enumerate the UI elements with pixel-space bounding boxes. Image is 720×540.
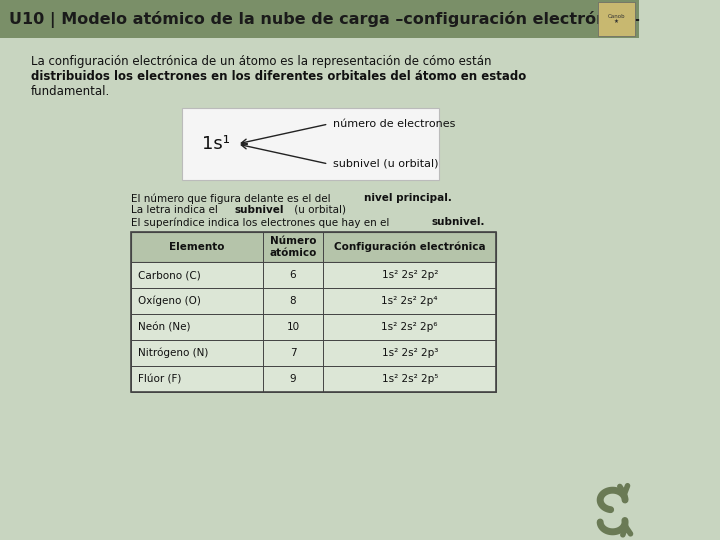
Text: 1s² 2s² 2p²: 1s² 2s² 2p² (382, 270, 438, 280)
Text: Elemento: Elemento (169, 242, 225, 252)
Bar (132, 262, 496, 288)
Text: Configuración electrónica: Configuración electrónica (334, 242, 485, 252)
Bar (132, 314, 496, 340)
Text: U10 | Modelo atómico de la nube de carga –configuración electrónica-: U10 | Modelo atómico de la nube de carga… (9, 10, 640, 28)
Text: subnivel: subnivel (235, 205, 284, 215)
Text: El número que figura delante es el del: El número que figura delante es el del (132, 193, 334, 204)
Bar (598, 2, 635, 36)
Text: 1s¹: 1s¹ (202, 135, 230, 153)
Text: 6: 6 (289, 270, 297, 280)
Text: número de electrones: número de electrones (333, 119, 455, 129)
Text: distribuidos los electrones en los diferentes orbitales del átomo en estado: distribuidos los electrones en los difer… (31, 70, 526, 83)
Text: 1s² 2s² 2p⁵: 1s² 2s² 2p⁵ (382, 374, 438, 384)
Text: Carbono (C): Carbono (C) (138, 270, 200, 280)
Text: (u orbital): (u orbital) (292, 205, 346, 215)
Text: 7: 7 (289, 348, 297, 358)
Text: 10: 10 (287, 322, 300, 332)
Bar (132, 366, 496, 392)
Bar (182, 108, 439, 180)
Text: Neón (Ne): Neón (Ne) (138, 322, 190, 332)
Bar (132, 340, 496, 366)
Text: 1s² 2s² 2p⁶: 1s² 2s² 2p⁶ (382, 322, 438, 332)
Text: 9: 9 (289, 374, 297, 384)
Text: 8: 8 (289, 296, 297, 306)
Text: subnivel.: subnivel. (431, 217, 485, 227)
Text: Nitrógeno (N): Nitrógeno (N) (138, 348, 208, 358)
Bar (132, 288, 496, 314)
Bar (132, 232, 496, 392)
Text: Oxígeno (O): Oxígeno (O) (138, 296, 200, 306)
Text: Número
atómico: Número atómico (269, 236, 317, 258)
Text: nivel principal.: nivel principal. (364, 193, 451, 203)
Text: La configuración electrónica de un átomo es la representación de cómo están: La configuración electrónica de un átomo… (31, 55, 492, 68)
Bar (132, 232, 496, 262)
Text: El superíndice indica los electrones que hay en el: El superíndice indica los electrones que… (132, 217, 393, 227)
Text: 1s² 2s² 2p³: 1s² 2s² 2p³ (382, 348, 438, 358)
Bar (0, 0, 639, 38)
Text: La letra indica el: La letra indica el (132, 205, 222, 215)
Text: fundamental.: fundamental. (31, 85, 110, 98)
Text: 1s² 2s² 2p⁴: 1s² 2s² 2p⁴ (382, 296, 438, 306)
Text: subnivel (u orbital): subnivel (u orbital) (333, 159, 438, 169)
Text: Canob
★: Canob ★ (608, 14, 625, 24)
Text: Flúor (F): Flúor (F) (138, 374, 181, 384)
